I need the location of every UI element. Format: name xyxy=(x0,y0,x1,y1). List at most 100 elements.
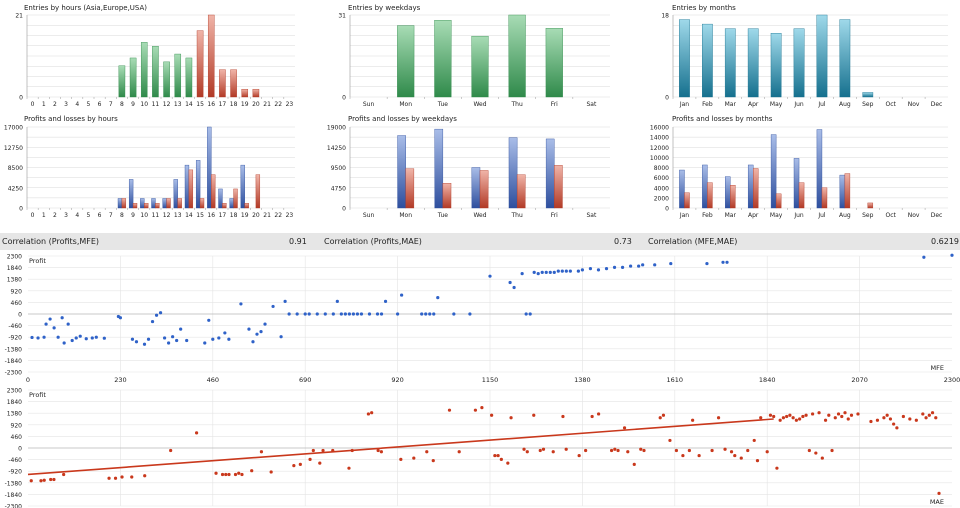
data-point xyxy=(118,316,122,320)
y-tick-label: 4750 xyxy=(331,185,346,192)
data-point xyxy=(687,448,691,453)
data-point xyxy=(817,411,821,415)
bar xyxy=(129,57,137,98)
x-tick-label: Thu xyxy=(511,212,523,219)
data-point xyxy=(335,299,339,303)
x-tick-label: 13 xyxy=(174,101,182,108)
data-point xyxy=(705,261,709,266)
x-tick-label: Wed xyxy=(473,212,486,219)
y-tick-label: 2000 xyxy=(654,195,669,202)
y-axis-label: Profit xyxy=(29,391,46,399)
data-point xyxy=(525,450,529,454)
data-point xyxy=(233,472,238,477)
y-tick-label: 0 xyxy=(342,95,346,102)
x-tick-label: Apr xyxy=(748,212,759,219)
bar xyxy=(166,198,171,209)
x-tick-label: 18 xyxy=(230,212,238,219)
data-point xyxy=(733,453,737,458)
data-point xyxy=(568,269,572,273)
bar xyxy=(816,14,828,98)
data-point xyxy=(520,272,524,276)
x-tick-label: 10 xyxy=(140,212,148,219)
data-point xyxy=(616,448,620,453)
bar xyxy=(255,174,261,209)
data-point xyxy=(509,416,513,420)
bar xyxy=(747,28,759,98)
data-point xyxy=(36,336,40,340)
x-tick-label: 11 xyxy=(152,212,160,219)
data-point xyxy=(350,448,354,453)
x-tick-label: 8 xyxy=(120,101,124,108)
data-point xyxy=(597,412,601,416)
data-point xyxy=(810,412,815,416)
data-point xyxy=(849,413,854,417)
data-point xyxy=(298,462,302,466)
bar xyxy=(707,182,713,209)
bar xyxy=(471,167,481,209)
y-tick-label: -1840 xyxy=(5,492,23,499)
x-tick-label: 2 xyxy=(53,212,57,219)
scatter-profit-mae: 2300 1840 1380 920 460 0 -460 -920 -1380 -1840 -23… xyxy=(5,388,952,508)
data-point xyxy=(564,269,568,273)
x-tick-label: 5 xyxy=(87,212,91,219)
y-tick-label: 14250 xyxy=(327,145,346,152)
scatter-profit-mfe: 2300184013809204600-460-920-1380-1840-23… xyxy=(5,254,960,385)
x-tick-label: 20 xyxy=(252,212,260,219)
bar xyxy=(775,193,782,209)
y-axis-label: Profit xyxy=(29,257,46,265)
data-point xyxy=(383,299,388,303)
data-point xyxy=(561,414,565,419)
y-tick-label: 0 xyxy=(18,446,22,453)
chart-title: Entries by weekdays xyxy=(348,4,421,12)
y-tick-label: 1840 xyxy=(7,265,22,272)
data-point xyxy=(544,270,548,274)
bar xyxy=(793,28,805,98)
y-tick-label: -920 xyxy=(8,469,22,476)
y-tick-label: 920 xyxy=(11,422,23,429)
data-point xyxy=(379,450,383,454)
x-tick-label: 22 xyxy=(274,212,282,219)
x-tick-label: 16 xyxy=(207,212,215,219)
data-point xyxy=(739,456,743,460)
y-tick-label: 0 xyxy=(18,312,22,319)
data-point xyxy=(620,265,625,269)
data-point xyxy=(691,418,695,422)
x-tick-label: Sep xyxy=(862,101,874,108)
bar xyxy=(554,165,563,209)
data-point xyxy=(30,335,34,340)
correlation-label-profits-mfe: Correlation (Profits,MFE) xyxy=(2,237,100,246)
bar xyxy=(479,170,489,209)
bar xyxy=(174,53,182,98)
data-point xyxy=(142,342,147,346)
data-point xyxy=(856,412,860,416)
bar xyxy=(132,203,138,209)
data-point xyxy=(447,408,452,412)
data-point xyxy=(843,411,847,415)
chart-title: Entries by hours (Asia,Europe,USA) xyxy=(24,4,147,12)
data-point xyxy=(937,491,941,495)
bar xyxy=(434,20,452,98)
x-tick-label: 2300 xyxy=(944,376,960,384)
data-point xyxy=(560,269,564,273)
x-tick-label: 7 xyxy=(109,212,113,219)
data-point xyxy=(914,418,918,422)
bar xyxy=(816,129,823,209)
data-point xyxy=(237,471,241,475)
x-tick-label: Oct xyxy=(886,212,897,219)
bar xyxy=(207,126,212,209)
data-point xyxy=(62,472,66,477)
data-point xyxy=(90,336,94,340)
data-point xyxy=(934,416,938,420)
data-point xyxy=(56,335,60,339)
bar-chart-4: Profits and losses by hours1700012750850… xyxy=(4,115,295,219)
x-tick-label: 23 xyxy=(286,212,294,219)
data-point xyxy=(576,269,580,273)
data-point xyxy=(227,472,231,477)
x-tick-label: 1380 xyxy=(574,376,591,384)
data-point xyxy=(169,448,173,453)
data-point xyxy=(629,264,633,268)
bar xyxy=(442,183,452,209)
data-point xyxy=(52,477,56,482)
